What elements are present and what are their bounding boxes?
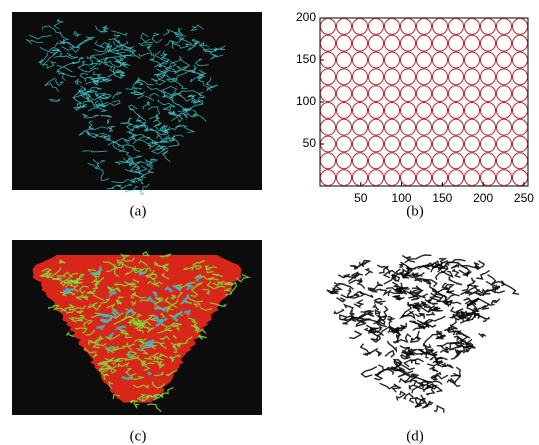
- stroke: [397, 392, 405, 401]
- y-tick-label: 200: [296, 10, 316, 24]
- stroke: [118, 327, 126, 328]
- figure: 5010015020025050100150200 (a) (b) (c) (d…: [0, 0, 539, 445]
- stroke: [349, 331, 361, 338]
- caption: (a): [130, 203, 147, 219]
- stroke: [128, 353, 131, 357]
- stroke: [337, 298, 345, 302]
- stroke: [380, 290, 390, 296]
- stroke: [418, 265, 433, 269]
- stroke: [426, 312, 435, 316]
- x-tick-label: 50: [354, 191, 368, 205]
- stroke: [378, 301, 386, 304]
- stroke: [415, 314, 424, 319]
- stroke: [469, 278, 476, 285]
- panel-d-binary: [327, 255, 519, 413]
- stroke: [385, 351, 394, 358]
- stroke: [371, 336, 380, 342]
- stroke: [399, 265, 403, 268]
- stroke: [368, 281, 383, 289]
- y-tick-label: 150: [296, 52, 316, 66]
- stroke: [431, 267, 442, 272]
- stroke: [377, 351, 382, 356]
- stroke: [430, 367, 439, 372]
- y-tick-label: 100: [296, 94, 316, 108]
- stroke: [345, 305, 353, 312]
- stroke: [138, 272, 145, 273]
- stroke: [439, 259, 448, 264]
- x-tick-label: 200: [473, 191, 493, 205]
- panel-b-plot: 5010015020025050100150200: [296, 10, 534, 205]
- stroke: [434, 406, 444, 413]
- stroke: [357, 320, 370, 322]
- stroke: [362, 367, 377, 377]
- stroke: [451, 350, 459, 359]
- stroke: [431, 375, 448, 379]
- stroke: [393, 384, 400, 392]
- caption: (b): [406, 203, 424, 219]
- stroke: [482, 304, 489, 309]
- stroke: [444, 271, 453, 276]
- stroke: [109, 335, 112, 339]
- stroke: [374, 305, 379, 310]
- x-tick-label: 250: [514, 191, 534, 205]
- stroke: [414, 278, 420, 281]
- stroke: [362, 261, 371, 266]
- stroke: [410, 398, 417, 403]
- y-tick-label: 50: [303, 136, 317, 150]
- panel-a-image: [12, 12, 262, 190]
- stroke: [427, 364, 446, 367]
- caption: (d): [406, 428, 424, 444]
- stroke: [338, 274, 353, 277]
- stroke: [479, 333, 486, 337]
- stroke: [354, 300, 363, 308]
- stroke: [492, 299, 500, 304]
- stroke: [375, 310, 380, 318]
- stroke: [148, 373, 152, 375]
- caption: (c): [130, 428, 147, 444]
- x-tick-label: 150: [432, 191, 452, 205]
- stroke: [398, 323, 407, 329]
- stroke: [425, 299, 433, 303]
- stroke: [365, 269, 373, 276]
- stroke: [377, 322, 387, 327]
- stroke: [426, 390, 434, 396]
- stroke: [348, 288, 351, 295]
- stroke: [334, 309, 343, 314]
